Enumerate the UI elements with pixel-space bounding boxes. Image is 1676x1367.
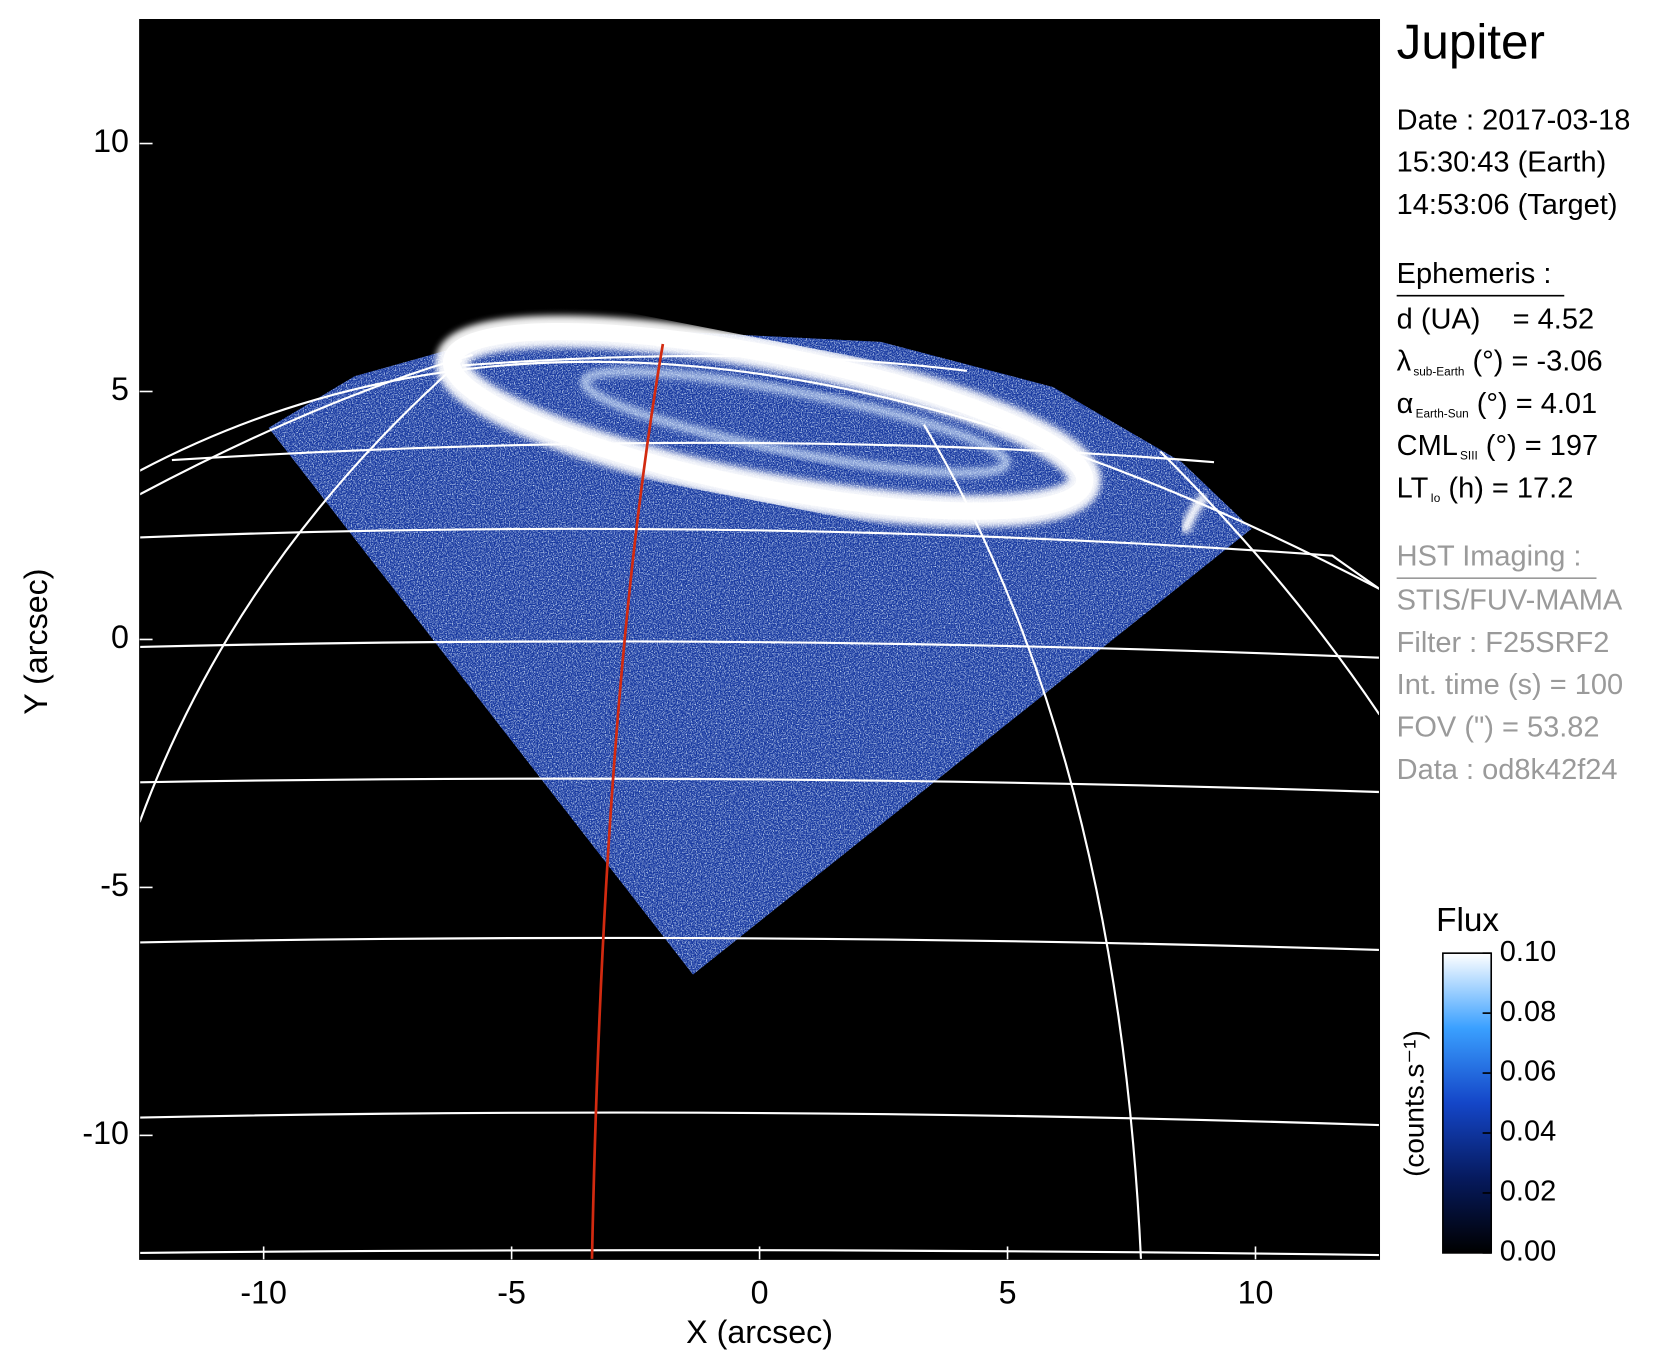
meridian bbox=[139, 353, 474, 496]
y-tick-label: 10 bbox=[93, 123, 129, 159]
ephemeris-line: CML SIII (°) = 197 bbox=[1397, 430, 1598, 463]
colorbar-tick-label: 0.06 bbox=[1500, 1056, 1556, 1088]
date-line: 15:30:43 (Earth) bbox=[1397, 147, 1607, 179]
date-line: 14:53:06 (Target) bbox=[1397, 189, 1618, 221]
x-tick-label: 0 bbox=[751, 1274, 769, 1310]
ephemeris-value: (°) = 4.01 bbox=[1469, 387, 1597, 419]
limb bbox=[139, 360, 1380, 590]
imaging-line: Int. time (s) = 100 bbox=[1397, 669, 1623, 701]
meridian bbox=[139, 359, 463, 823]
panel-title: Jupiter bbox=[1397, 14, 1545, 69]
polar-emission bbox=[580, 367, 1011, 478]
ephemeris-symbol: LT bbox=[1397, 472, 1429, 504]
ephemeris-line: d (UA) = 4.52 bbox=[1397, 303, 1594, 335]
imaging-line: Data : od8k42f24 bbox=[1397, 754, 1618, 786]
ephemeris-subscript: Earth-Sun bbox=[1416, 407, 1469, 421]
ephemeris-subscript: SIII bbox=[1460, 449, 1478, 463]
imaging-line: STIS/FUV-MAMA bbox=[1397, 585, 1623, 617]
x-tick-label: 10 bbox=[1238, 1274, 1274, 1310]
latitude-line bbox=[139, 936, 1380, 952]
latitude-line bbox=[171, 441, 1215, 464]
io-meridian bbox=[590, 343, 665, 1260]
ephemeris-heading: Ephemeris : bbox=[1397, 258, 1552, 290]
y-axis-label: Y (arcsec) bbox=[18, 568, 54, 714]
plot-area bbox=[139, 19, 1380, 1260]
ephemeris-symbol: CML bbox=[1397, 430, 1458, 462]
ephemeris-value: (°) = 197 bbox=[1478, 430, 1598, 462]
x-tick-label: -10 bbox=[240, 1274, 287, 1310]
ephemeris-symbol: λ bbox=[1397, 345, 1412, 377]
y-tick-label: -10 bbox=[82, 1115, 129, 1151]
y-tick-label: 5 bbox=[111, 371, 129, 407]
latitude-line bbox=[139, 527, 1380, 590]
imaging-heading: HST Imaging : bbox=[1397, 540, 1582, 572]
colorbar-tick-label: 0.04 bbox=[1500, 1116, 1556, 1148]
ephemeris-symbol: α bbox=[1397, 387, 1414, 419]
planet-grid bbox=[139, 353, 1380, 1260]
date-line: Date : 2017-03-18 bbox=[1397, 104, 1631, 136]
ephemeris-line: λ sub-Earth (°) = -3.06 bbox=[1397, 345, 1603, 378]
latitude-line bbox=[139, 1111, 1380, 1127]
imaging-line: Filter : F25SRF2 bbox=[1397, 627, 1610, 659]
imaging-line: FOV (") = 53.82 bbox=[1397, 711, 1600, 743]
ephemeris-symbol: d (UA) = 4.52 bbox=[1397, 303, 1594, 335]
ephemeris-value: (h) = 17.2 bbox=[1440, 472, 1573, 504]
colorbar-tick-label: 0.08 bbox=[1500, 996, 1556, 1028]
x-tick-label: 5 bbox=[999, 1274, 1017, 1310]
latitude-line bbox=[139, 1249, 1380, 1257]
latitude-line bbox=[461, 354, 968, 372]
x-axis-label: X (arcsec) bbox=[686, 1314, 833, 1350]
colorbar bbox=[1442, 952, 1493, 1254]
ephemeris-subscript: sub-Earth bbox=[1413, 364, 1464, 378]
colorbar-tick-label: 0.02 bbox=[1500, 1176, 1556, 1208]
io-footprint bbox=[1179, 492, 1209, 534]
info-panel: Jupiter Ephemeris : HST Imaging : Date :… bbox=[1397, 14, 1631, 785]
meridian bbox=[1159, 450, 1380, 716]
latitude-line bbox=[139, 777, 1380, 794]
ephemeris-line: α Earth-Sun (°) = 4.01 bbox=[1397, 387, 1598, 420]
latitude-line bbox=[139, 640, 1380, 659]
y-tick-label: 0 bbox=[111, 619, 129, 655]
ephemeris-line: LT Io (h) = 17.2 bbox=[1397, 472, 1574, 505]
ephemeris-subscript: Io bbox=[1431, 491, 1441, 505]
colorbar-unit: (counts.s⁻¹) bbox=[1398, 1030, 1429, 1177]
colorbar-tick-label: 0.00 bbox=[1500, 1236, 1556, 1268]
y-tick-label: -5 bbox=[100, 867, 129, 903]
colorbar-label: Flux bbox=[1436, 902, 1499, 939]
meridian bbox=[923, 424, 1143, 1260]
colorbar-tick-label: 0.10 bbox=[1500, 936, 1556, 968]
ephemeris-value: (°) = -3.06 bbox=[1464, 345, 1602, 377]
x-tick-label: -5 bbox=[497, 1274, 526, 1310]
